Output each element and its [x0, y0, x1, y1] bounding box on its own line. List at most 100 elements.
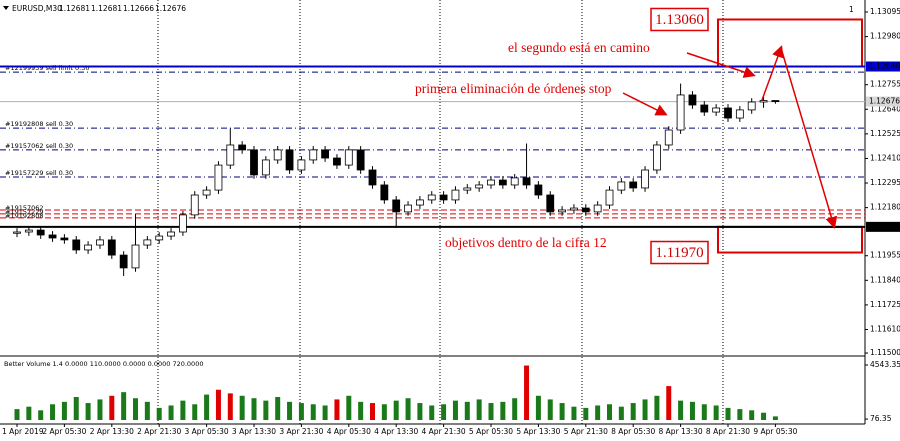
candle-body [641, 169, 649, 189]
annotation-text: el segundo está en camino [508, 40, 650, 55]
candle-body [72, 239, 81, 251]
arrow [622, 92, 668, 116]
candle-body [404, 204, 412, 213]
annotation-text: objetivos dentro de la cifra 12 [445, 235, 607, 250]
current-price-box [866, 96, 900, 107]
volume-bar [476, 399, 482, 420]
candle-body [380, 184, 389, 201]
candle-body [84, 244, 92, 251]
volume-bar [535, 395, 541, 420]
annotation-text: primera eliminación de órdenes stop [415, 81, 612, 96]
volume-bar [772, 416, 778, 420]
candle-body [522, 177, 531, 186]
y-tick-label: 1.12295 [870, 178, 900, 187]
candle-body [688, 94, 697, 106]
header-close: 1.12676 [155, 4, 186, 13]
candle-body [36, 229, 45, 236]
x-tick-label: 3 Apr 21:30 [279, 427, 323, 436]
y-tick-label: 1.12180 [870, 203, 900, 212]
volume-bar [227, 393, 233, 420]
candle-body [261, 159, 270, 176]
candle-body [155, 235, 164, 241]
candle-body [427, 194, 436, 201]
order-label: #19192808 [5, 212, 44, 220]
volume-bar [547, 399, 553, 420]
candle-body [143, 239, 152, 246]
volume-bar [287, 401, 293, 420]
candle-body [759, 100, 768, 103]
level-label-box [866, 221, 900, 232]
volume-bar [654, 395, 660, 420]
y-tick-label: 1.13095 [870, 7, 900, 16]
candle-body [439, 194, 448, 201]
volume-bar [263, 400, 269, 420]
volume-bar [370, 403, 375, 420]
y-tick-label: 1.11500 [870, 348, 900, 357]
volume-bar [381, 404, 387, 420]
current-price-label: 1.12676 [869, 97, 900, 106]
candle-body [581, 207, 590, 213]
candle-body [309, 149, 318, 161]
volume-bar [595, 405, 601, 420]
volume-bar [405, 398, 411, 420]
annotations: el segundo está en camino primera elimin… [415, 40, 650, 250]
order-label: #19157229 sell 0.30 [5, 169, 73, 177]
x-tick-label: 2 Apr 05:30 [42, 427, 86, 436]
candle-body [724, 107, 732, 119]
candle-body [356, 149, 365, 171]
volume-title: Better Volume 1.4 0.0000 110.0000 0.0000… [4, 360, 203, 368]
candle-body [285, 149, 294, 171]
volume-bar [14, 409, 20, 420]
candle-body [13, 231, 21, 234]
projection-down [780, 47, 838, 229]
candle-body [676, 94, 685, 131]
candle-body [214, 164, 223, 191]
volume-bar [215, 389, 221, 420]
volume-bar [275, 396, 281, 420]
candle-body [178, 214, 187, 233]
x-tick-label: 8 Apr 13:30 [659, 427, 703, 436]
candle-body [700, 104, 709, 113]
volume-bar [488, 403, 494, 420]
volume-bar [571, 406, 577, 420]
volume-bar [38, 410, 44, 420]
volume-bar [61, 401, 67, 420]
y-tick-label: 1.12980 [870, 32, 900, 41]
volume-bar [417, 403, 423, 420]
candle-body [297, 159, 306, 171]
volume-bar [121, 392, 127, 420]
x-tick-label: 8 Apr 21:30 [706, 427, 750, 436]
volume-bar [251, 398, 257, 420]
order-label: #19157062 sell 0.30 [5, 142, 73, 150]
volume-tick-label: 4543.35 [870, 360, 900, 369]
x-tick-label: 1 Apr 2019 [2, 427, 44, 436]
candle-body [48, 234, 57, 239]
volume-bar [156, 407, 162, 420]
header-high: 1.12681 [91, 4, 122, 13]
volume-bar [26, 406, 32, 420]
header-symbol: EURUSD,M30 [12, 4, 62, 13]
y-tick-label: 1.11840 [870, 275, 900, 284]
volume-bar [725, 407, 731, 420]
y-tick-label: 1.11610 [870, 324, 900, 333]
candle-body [593, 204, 602, 213]
volume-bar [73, 396, 79, 420]
volume-bar [239, 395, 245, 420]
volume-bar [689, 401, 695, 420]
x-tick-label: 5 Apr 21:30 [564, 427, 608, 436]
candle-body [546, 194, 555, 213]
candle-body [735, 109, 744, 119]
candle-body [534, 184, 543, 196]
volume-bar [749, 410, 755, 420]
x-tick-label: 4 Apr 05:30 [327, 427, 371, 436]
volume-bar [678, 400, 684, 420]
volume-bar [500, 401, 506, 420]
volume-bar [618, 406, 624, 420]
volume-bar [310, 404, 316, 420]
order-label: #12199939 sell limit 0.30 [5, 64, 90, 72]
volume-bar [180, 400, 186, 420]
x-tick-label: 3 Apr 13:30 [232, 427, 276, 436]
volume-bar [393, 400, 399, 420]
x-tick-label: 4 Apr 21:30 [422, 427, 466, 436]
